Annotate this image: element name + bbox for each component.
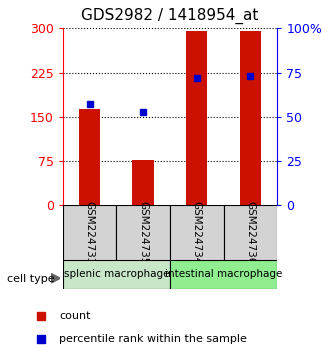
Bar — [224, 205, 277, 260]
Text: percentile rank within the sample: percentile rank within the sample — [59, 334, 247, 344]
Bar — [63, 260, 170, 289]
Bar — [170, 260, 277, 289]
Text: GSM224734: GSM224734 — [192, 201, 202, 264]
Text: GSM224736: GSM224736 — [246, 201, 255, 264]
Bar — [116, 205, 170, 260]
Bar — [79, 109, 100, 205]
Title: GDS2982 / 1418954_at: GDS2982 / 1418954_at — [81, 8, 259, 24]
Text: cell type: cell type — [7, 274, 54, 284]
Bar — [132, 160, 154, 205]
Text: GSM224735: GSM224735 — [138, 201, 148, 264]
Bar — [170, 205, 224, 260]
Bar — [63, 205, 116, 260]
Text: intestinal macrophage: intestinal macrophage — [165, 269, 282, 279]
Text: count: count — [59, 311, 90, 321]
Polygon shape — [51, 274, 60, 283]
Bar — [186, 31, 208, 205]
Bar — [240, 31, 261, 205]
Text: splenic macrophage: splenic macrophage — [64, 269, 169, 279]
Text: GSM224733: GSM224733 — [84, 201, 94, 264]
